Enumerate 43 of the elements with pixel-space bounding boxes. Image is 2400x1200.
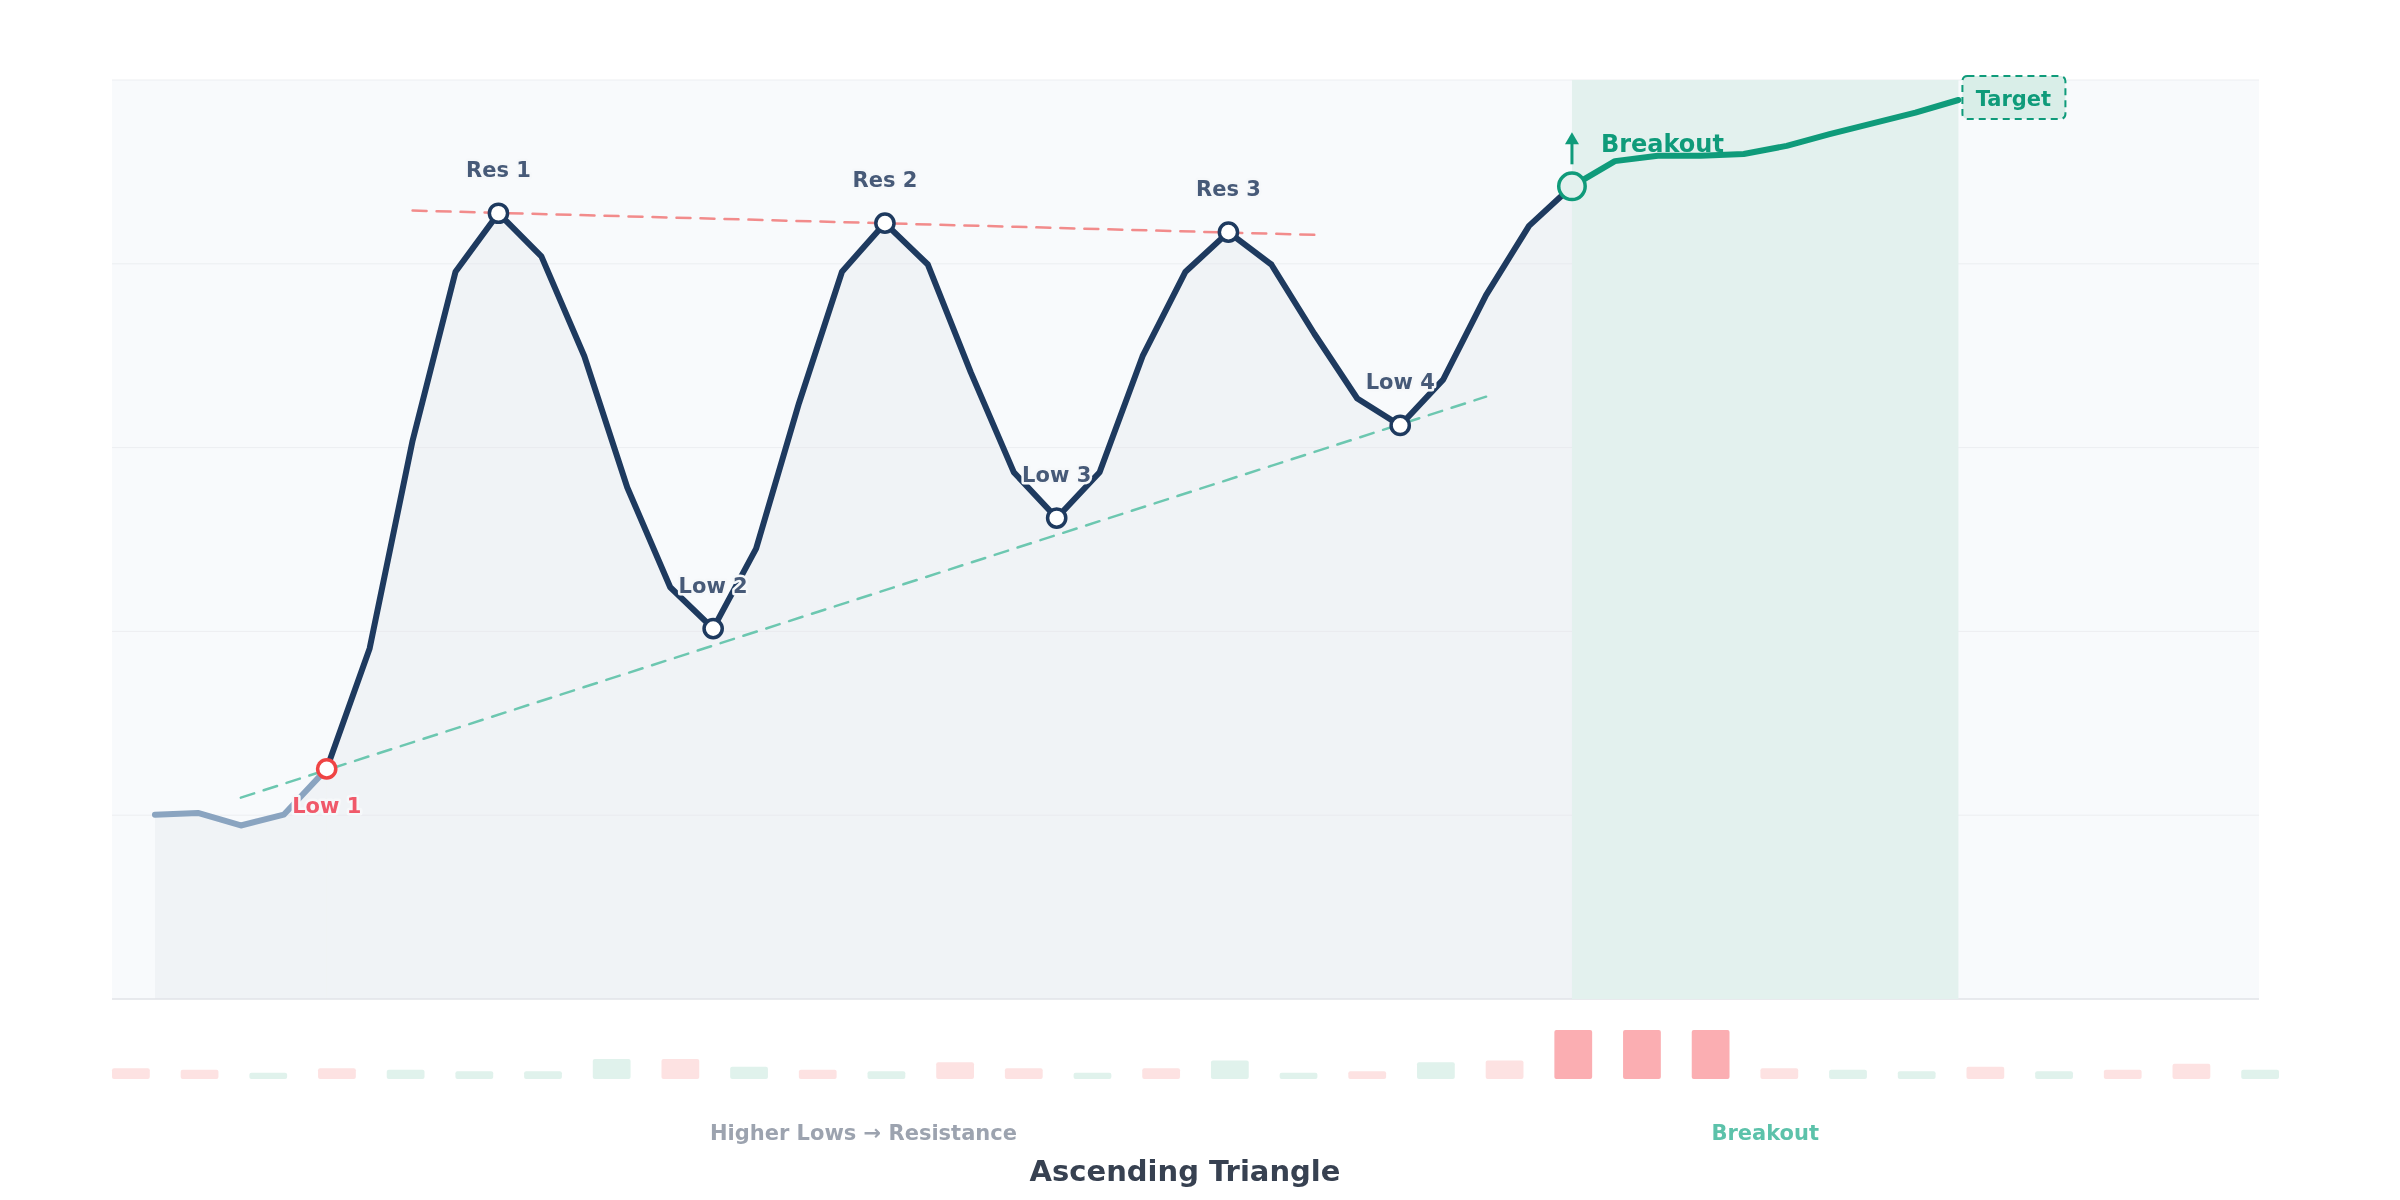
bar — [798, 1069, 837, 1079]
bar — [730, 1066, 768, 1079]
bar — [1760, 1068, 1799, 1079]
bar — [1691, 1030, 1730, 1079]
bar — [1073, 1072, 1112, 1079]
bar — [1485, 1060, 1524, 1079]
annotation: Res 2 — [852, 168, 918, 193]
bar — [1829, 1069, 1867, 1079]
bar — [249, 1072, 288, 1079]
bar — [2035, 1071, 2073, 1079]
bar — [386, 1069, 425, 1079]
bar — [318, 1068, 356, 1079]
bar — [867, 1071, 906, 1079]
bar — [1210, 1060, 1249, 1079]
bar — [455, 1071, 494, 1079]
bar — [2103, 1069, 2142, 1079]
bar — [1966, 1066, 2005, 1079]
annotation: Res 3 — [1196, 177, 1261, 202]
annotation: Target — [1975, 87, 2052, 111]
bar — [592, 1058, 631, 1079]
bar — [936, 1062, 974, 1079]
annotation: Low 3 — [1022, 463, 1092, 488]
bar — [2241, 1069, 2279, 1079]
text: Breakout — [1711, 1121, 1819, 1145]
annotation: Low 4 — [1365, 370, 1435, 395]
bar — [524, 1071, 562, 1079]
bar — [1897, 1071, 1936, 1079]
bar — [1279, 1072, 1318, 1079]
bar — [1623, 1030, 1661, 1079]
annotation: Low 1 — [292, 793, 362, 818]
annotation: Breakout — [1600, 130, 1724, 159]
bar — [661, 1058, 700, 1079]
text: Ascending Triangle — [1029, 1154, 1341, 1188]
bar — [1004, 1068, 1043, 1079]
bar — [2172, 1063, 2211, 1079]
text: Higher Lows → Resistance — [709, 1121, 1017, 1145]
bar — [1554, 1030, 1593, 1079]
bar — [1142, 1068, 1181, 1079]
bar — [1348, 1071, 1387, 1079]
bar — [1417, 1062, 1455, 1079]
bar — [180, 1069, 219, 1079]
annotation: Res 1 — [466, 158, 531, 183]
bar — [112, 1068, 150, 1079]
